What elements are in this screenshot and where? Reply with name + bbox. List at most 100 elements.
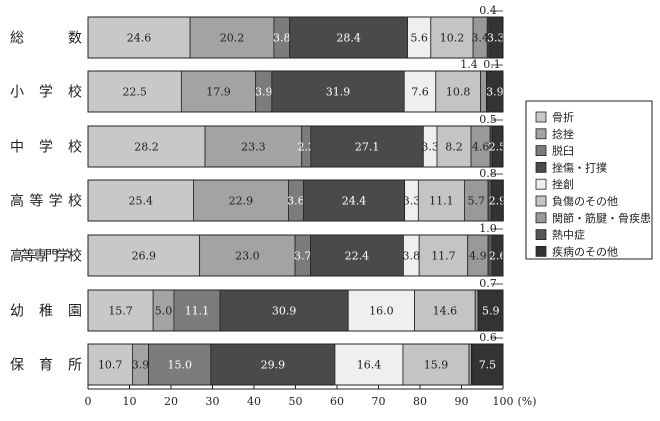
x-tick-label: 0 <box>85 395 92 408</box>
segment-value-label: 30.9 <box>272 305 297 318</box>
legend-label: 挫傷・打撲 <box>552 160 607 174</box>
segment-value-label: 15.0 <box>167 359 192 372</box>
segment-value-label: 14.6 <box>433 305 458 318</box>
legend-label: 関節・筋腱・骨疾患 <box>552 211 651 225</box>
bar-segment <box>189 16 275 59</box>
x-tick-label: 40 <box>247 395 261 408</box>
bar-segment <box>289 16 408 59</box>
bar-outline <box>87 234 504 277</box>
small-value-label: 0.1 <box>483 58 501 71</box>
segment-value-label: 15.7 <box>108 305 133 318</box>
legend-swatch <box>535 145 547 157</box>
x-tick-label: 30 <box>206 395 220 408</box>
bar-outline <box>87 289 504 332</box>
segment-value-label: 5.9 <box>482 305 500 318</box>
segment-value-label: 3.7 <box>294 250 312 263</box>
small-value-label: 0.6 <box>479 331 497 344</box>
segment-value-label: 3.3 <box>487 32 505 45</box>
bar-segment <box>403 70 437 113</box>
segment-value-label: 8.2 <box>445 141 463 154</box>
segment-value-label: 23.3 <box>241 141 266 154</box>
segment-value-label: 10.8 <box>446 86 471 99</box>
x-tick-label: 20 <box>164 395 178 408</box>
bar-segment <box>435 70 481 113</box>
bar-segment <box>302 179 406 222</box>
legend-swatch <box>535 195 547 207</box>
segment-value-label: 15.9 <box>424 359 449 372</box>
row-label: 小 学 校 <box>10 84 82 101</box>
segment-value-label: 4.6 <box>472 141 490 154</box>
bar-outline <box>87 125 504 168</box>
legend-swatch <box>535 178 547 190</box>
x-tick-label: 60 <box>330 395 344 408</box>
segment-value-label: 28.2 <box>134 141 159 154</box>
segment-value-label: 3.6 <box>287 195 305 208</box>
segment-value-label: 26.9 <box>132 250 157 263</box>
bar-outline <box>87 179 504 222</box>
bar-segment <box>474 289 479 332</box>
segment-value-label: 3.9 <box>486 86 504 99</box>
segment-value-label: 16.4 <box>357 359 382 372</box>
legend-swatch <box>535 229 547 241</box>
legend-swatch <box>535 245 547 257</box>
segment-value-label: 3.3 <box>403 195 421 208</box>
x-tick-label: 10 <box>123 395 137 408</box>
bar-segment <box>334 343 404 386</box>
segment-value-label: 10.2 <box>440 32 465 45</box>
segment-value-label: 28.4 <box>336 32 361 45</box>
small-value-label: 1.4 <box>460 58 478 71</box>
segment-value-label: 2.9 <box>489 195 507 208</box>
row-label: 中 学 校 <box>10 139 82 156</box>
segment-value-label: 10.7 <box>98 359 123 372</box>
legend-label: 熱中症 <box>552 228 585 242</box>
legend-label: 負傷のその他 <box>552 194 618 208</box>
x-tick-label: 70 <box>372 395 386 408</box>
x-axis-unit: (%) <box>517 395 536 408</box>
segment-value-label: 22.9 <box>229 195 254 208</box>
small-value-label: 0.5 <box>479 113 497 126</box>
segment-value-label: 27.1 <box>355 141 380 154</box>
segment-value-label: 3.4 <box>471 32 489 45</box>
segment-value-label: 17.9 <box>206 86 231 99</box>
x-tick-label: 80 <box>413 395 427 408</box>
segment-value-label: 7.6 <box>411 86 429 99</box>
legend-swatch <box>535 111 547 123</box>
segment-value-label: 3.9 <box>132 359 150 372</box>
row-label: 高等専門学校 <box>10 248 82 265</box>
row-label: 保 育 所 <box>10 358 82 374</box>
segment-value-label: 31.9 <box>326 86 351 99</box>
segment-value-label: 29.9 <box>261 359 286 372</box>
segment-value-label: 5.7 <box>467 195 485 208</box>
legend-label: 脱臼 <box>552 144 574 158</box>
segment-value-label: 25.4 <box>128 195 153 208</box>
segment-value-label: 3.3 <box>421 141 439 154</box>
legend-swatch <box>535 128 547 140</box>
segment-value-label: 5.6 <box>410 32 428 45</box>
x-tick-label: 50 <box>289 395 303 408</box>
segment-value-label: 5.0 <box>155 305 173 318</box>
bar-outline <box>87 70 504 113</box>
segment-value-label: 3.8 <box>273 32 291 45</box>
bar-segment <box>219 289 349 332</box>
legend-box <box>525 100 653 260</box>
bar-segment <box>87 16 191 59</box>
segment-value-label: 22.4 <box>345 250 370 263</box>
segment-value-label: 7.5 <box>479 359 497 372</box>
segment-value-label: 2.6 <box>489 250 507 263</box>
segment-value-label: 4.9 <box>469 250 487 263</box>
small-value-label: 0.8 <box>479 167 497 180</box>
legend-swatch <box>535 212 547 224</box>
segment-value-label: 2.5 <box>489 141 507 154</box>
segment-value-label: 16.0 <box>369 305 394 318</box>
legend-swatch <box>535 161 547 173</box>
segment-value-label: 23.0 <box>235 250 260 263</box>
segment-value-label: 3.8 <box>403 250 421 263</box>
bar-outline <box>87 16 504 59</box>
legend-label: 骨折 <box>552 110 574 124</box>
segment-value-label: 24.4 <box>342 195 367 208</box>
small-value-label: 0.7 <box>479 277 497 290</box>
segment-value-label: 20.2 <box>220 32 245 45</box>
bar-segment <box>180 70 257 113</box>
bar-segment <box>148 343 212 386</box>
